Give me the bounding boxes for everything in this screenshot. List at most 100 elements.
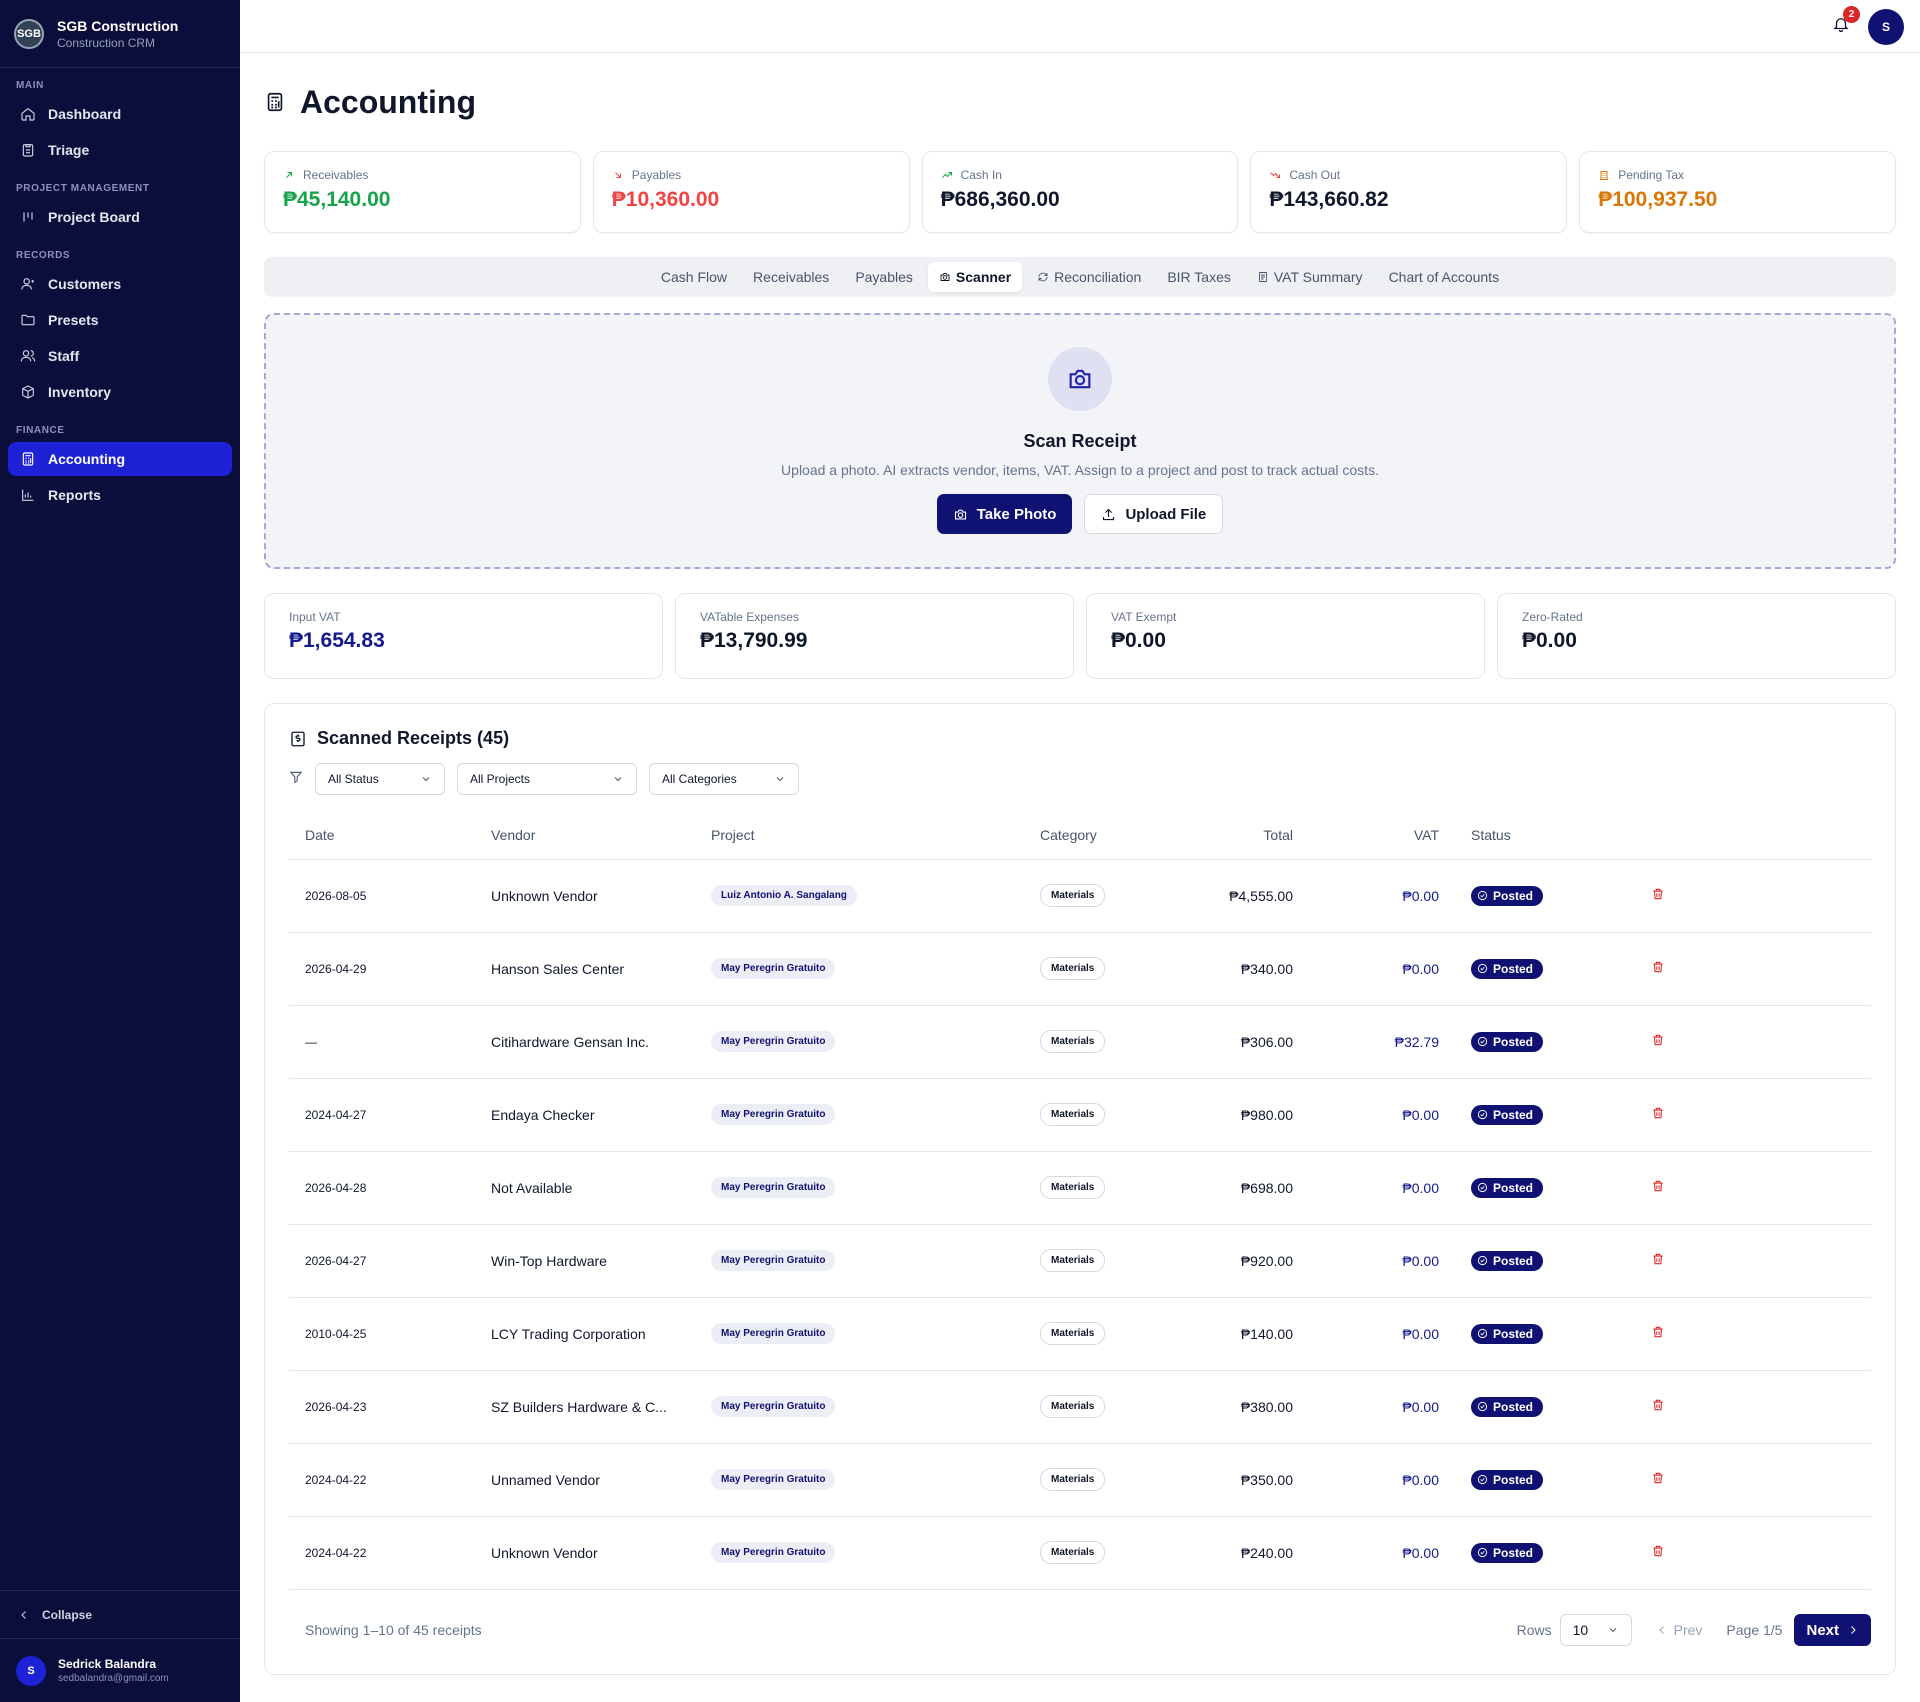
status-filter-select[interactable]: All Status xyxy=(315,763,445,795)
sidebar-item-dashboard[interactable]: Dashboard xyxy=(8,97,232,131)
sidebar-item-reports[interactable]: Reports xyxy=(8,478,232,512)
project-badge[interactable]: Luiz Antonio A. Sangalang xyxy=(711,885,857,906)
delete-button[interactable] xyxy=(1651,1472,1665,1488)
kpi-label: Cash Out xyxy=(1269,168,1548,182)
project-filter-select[interactable]: All Projects xyxy=(457,763,637,795)
tab-label: Payables xyxy=(855,269,913,285)
sidebar-item-inventory[interactable]: Inventory xyxy=(8,375,232,409)
delete-button[interactable] xyxy=(1651,1034,1665,1050)
cell-category: Materials xyxy=(1024,1370,1169,1444)
project-badge[interactable]: May Peregrin Gratuito xyxy=(711,1323,836,1344)
table-row[interactable]: 2026-04-29 Hanson Sales Center May Peregri… xyxy=(289,932,1871,1006)
cell-total: ₱698.00 xyxy=(1169,1151,1309,1225)
sidebar-item-staff[interactable]: Staff xyxy=(8,339,232,373)
project-badge[interactable]: May Peregrin Gratuito xyxy=(711,1396,836,1417)
status-badge: Posted xyxy=(1471,885,1544,906)
delete-button[interactable] xyxy=(1651,888,1665,904)
upload-file-button[interactable]: Upload File xyxy=(1084,494,1224,534)
delete-button[interactable] xyxy=(1651,961,1665,977)
receipts-table-body: 2026-08-05 Unknown Vendor Luiz Antonio A. … xyxy=(289,859,1871,1590)
table-row[interactable]: 2026-04-28 Not Available May Peregrin Grat… xyxy=(289,1151,1871,1225)
tab-vat-summary[interactable]: VAT Summary xyxy=(1246,262,1374,292)
tab-receivables[interactable]: Receivables xyxy=(742,262,840,292)
project-badge[interactable]: May Peregrin Gratuito xyxy=(711,1104,836,1125)
kpi-value: ₱143,660.82 xyxy=(1269,188,1389,211)
sidebar-item-triage[interactable]: Triage xyxy=(8,133,232,167)
tab-reconciliation[interactable]: Reconciliation xyxy=(1026,262,1152,292)
category-filter-select[interactable]: All Categories xyxy=(649,763,799,795)
cell-actions xyxy=(1635,1005,1871,1079)
table-row[interactable]: 2024-04-22 Unnamed Vendor May Peregrin Gra… xyxy=(289,1443,1871,1517)
bar-chart-icon xyxy=(22,489,34,501)
cell-status: Posted xyxy=(1455,1370,1635,1444)
kpi-label: Cash In xyxy=(941,168,1220,182)
user-card[interactable]: S Sedrick Balandra sedbalandra@gmail.com xyxy=(0,1638,240,1702)
kpi-label-text: Cash Out xyxy=(1289,168,1341,182)
project-badge[interactable]: May Peregrin Gratuito xyxy=(711,1542,836,1563)
project-badge[interactable]: May Peregrin Gratuito xyxy=(711,958,836,979)
collapse-label: Collapse xyxy=(42,1607,93,1622)
table-row[interactable]: 2026-04-27 Win-Top Hardware May Peregrin G… xyxy=(289,1224,1871,1298)
rows-per-page-select[interactable]: 10 xyxy=(1559,1614,1632,1646)
notifications-button[interactable]: 2 xyxy=(1832,6,1860,35)
column-project[interactable]: Project xyxy=(695,811,1024,860)
take-photo-button[interactable]: Take Photo xyxy=(936,494,1073,534)
sidebar-item-presets[interactable]: Presets xyxy=(8,303,232,337)
user-email: sedbalandra@gmail.com xyxy=(58,1673,169,1684)
sidebar-item-project-board[interactable]: Project Board xyxy=(8,200,232,234)
tab-payables[interactable]: Payables xyxy=(844,262,924,292)
project-badge[interactable]: May Peregrin Gratuito xyxy=(711,1250,836,1271)
delete-button[interactable] xyxy=(1651,1399,1665,1415)
sidebar-item-label: Dashboard xyxy=(48,106,122,122)
column-vat[interactable]: VAT xyxy=(1309,811,1455,860)
scan-icon-circle xyxy=(1048,347,1112,411)
collapse-button[interactable]: Collapse xyxy=(0,1590,240,1638)
cell-status: Posted xyxy=(1455,932,1635,1006)
cell-vat: ₱0.00 xyxy=(1309,932,1455,1006)
status-badge: Posted xyxy=(1471,1104,1544,1125)
column-category[interactable]: Category xyxy=(1024,811,1169,860)
category-badge: Materials xyxy=(1040,1541,1106,1564)
brand[interactable]: SGB SGB Construction Construction CRM xyxy=(0,0,240,68)
column-status[interactable]: Status xyxy=(1455,811,1635,860)
next-page-button[interactable]: Next xyxy=(1794,1614,1871,1646)
table-row[interactable]: 2010-04-25 LCY Trading Corporation May Per… xyxy=(289,1297,1871,1371)
delete-button[interactable] xyxy=(1651,1326,1665,1342)
scanned-receipts-panel: Scanned Receipts (45) All Status All Pro… xyxy=(264,703,1896,1675)
cell-date: 2026-04-28 xyxy=(289,1151,475,1225)
table-row[interactable]: — Citihardware Gensan Inc. May Peregrin Gr… xyxy=(289,1005,1871,1079)
delete-button[interactable] xyxy=(1651,1107,1665,1123)
cell-project: May Peregrin Gratuito xyxy=(695,1078,1024,1152)
project-badge[interactable]: May Peregrin Gratuito xyxy=(711,1469,836,1490)
table-row[interactable]: 2024-04-22 Unknown Vendor May Peregrin Gra… xyxy=(289,1516,1871,1590)
table-row[interactable]: 2026-08-05 Unknown Vendor Luiz Antonio A. … xyxy=(289,859,1871,933)
cell-vendor: Citihardware Gensan Inc. xyxy=(475,1005,695,1079)
avatar[interactable]: S xyxy=(1868,9,1904,45)
tab-cash-flow[interactable]: Cash Flow xyxy=(650,262,738,292)
column-total[interactable]: Total xyxy=(1169,811,1309,860)
cell-category: Materials xyxy=(1024,1297,1169,1371)
delete-button[interactable] xyxy=(1651,1545,1665,1561)
receipts-table: Date Vendor Project Category Total VAT S… xyxy=(289,811,1871,1590)
table-row[interactable]: 2026-04-23 SZ Builders Hardware & C... May… xyxy=(289,1370,1871,1444)
column-vendor[interactable]: Vendor xyxy=(475,811,695,860)
tab-bir-taxes[interactable]: BIR Taxes xyxy=(1156,262,1242,292)
project-badge[interactable]: May Peregrin Gratuito xyxy=(711,1031,836,1052)
prev-page-button[interactable]: Prev xyxy=(1656,1622,1702,1638)
project-badge[interactable]: May Peregrin Gratuito xyxy=(711,1177,836,1198)
delete-button[interactable] xyxy=(1651,1253,1665,1269)
column-date[interactable]: Date xyxy=(289,811,475,860)
table-row[interactable]: 2024-04-27 Endaya Checker May Peregrin Gra… xyxy=(289,1078,1871,1152)
tab-chart-of-accounts[interactable]: Chart of Accounts xyxy=(1378,262,1511,292)
status-label: Posted xyxy=(1493,1545,1534,1560)
sidebar-item-customers[interactable]: Customers xyxy=(8,267,232,301)
sidebar-item-accounting[interactable]: Accounting xyxy=(8,442,232,476)
user-icon xyxy=(21,278,34,290)
status-badge: Posted xyxy=(1471,1542,1544,1563)
scan-receipt-dropzone[interactable]: Scan Receipt Upload a photo. AI extracts… xyxy=(264,313,1896,569)
status-badge: Posted xyxy=(1471,958,1544,979)
trash-icon xyxy=(1653,1253,1663,1265)
status-label: Posted xyxy=(1493,1253,1534,1268)
delete-button[interactable] xyxy=(1651,1180,1665,1196)
tab-scanner[interactable]: Scanner xyxy=(927,262,1023,292)
